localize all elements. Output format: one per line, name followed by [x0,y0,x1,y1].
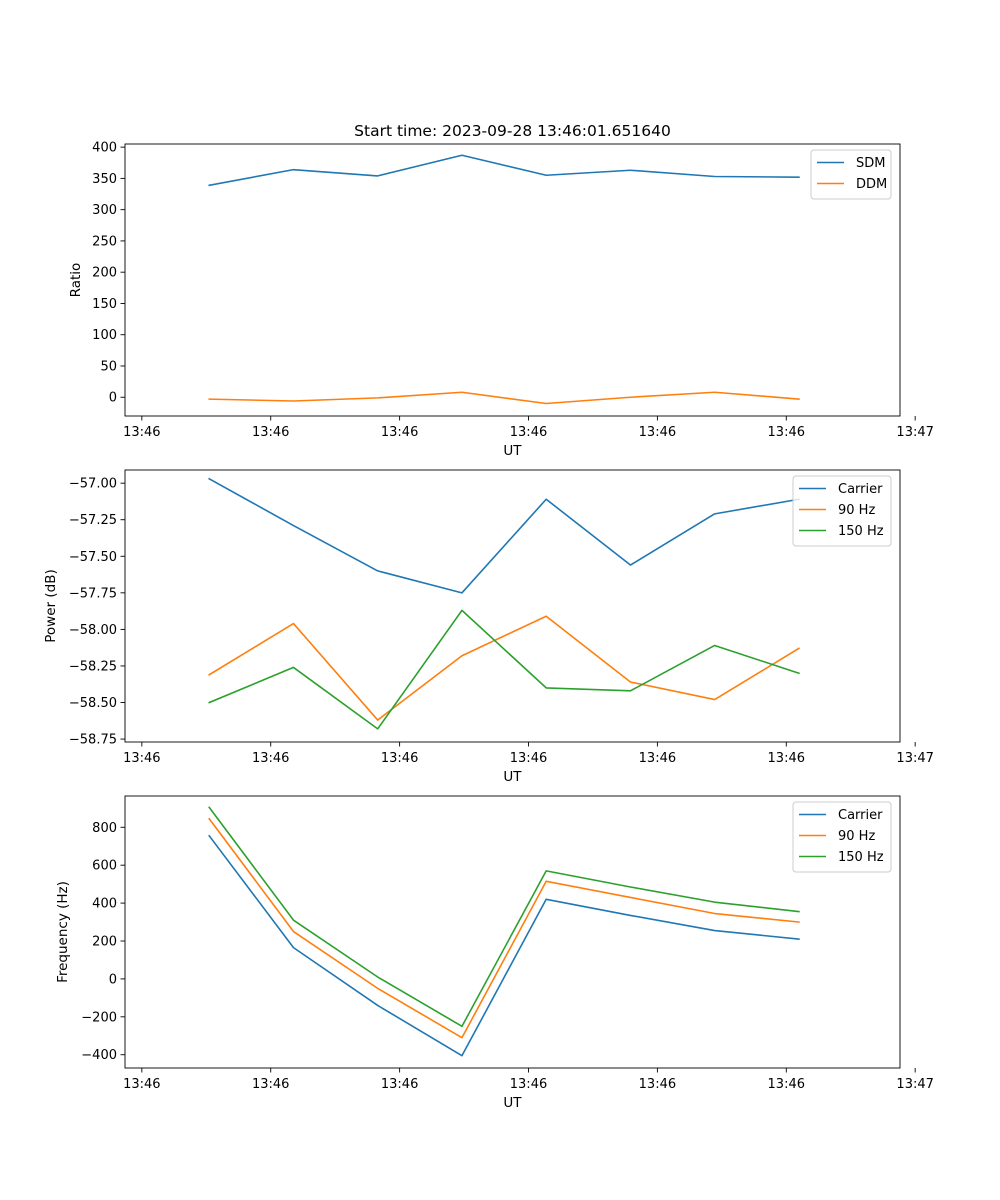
x-tick-label: 13:46 [381,1077,418,1092]
plot-frame [124,795,901,1069]
y-tick-label: −58.75 [69,733,117,748]
y-tick-label: 300 [92,203,117,218]
y-tick-label: 250 [92,234,117,249]
x-tick-label: 13:47 [896,751,933,766]
figure-title: Start time: 2023-09-28 13:46:01.651640 [354,122,671,140]
x-tick-label: 13:46 [510,1077,547,1092]
y-tick-label: −58.25 [69,659,117,674]
y-tick-label: −400 [81,1048,117,1063]
x-axis-label: UT [503,769,522,785]
series-line-90-hz [208,615,801,721]
y-tick-label: −57.25 [69,513,117,528]
y-tick-label: −200 [81,1010,117,1025]
x-tick-label: 13:47 [896,425,933,440]
legend-label: 90 Hz [838,829,875,844]
legend: SDM DDM [810,149,892,200]
y-tick-label: 50 [100,359,117,374]
x-tick-label: 13:46 [639,1077,676,1092]
x-tick-label: 13:46 [768,1077,805,1092]
y-axis-label: Frequency (Hz) [55,881,71,983]
x-tick-label: 13:46 [510,751,547,766]
series-line-90-hz [208,817,800,1039]
legend-label: DDM [856,177,887,192]
x-tick-label: 13:46 [381,425,418,440]
series-line-150-hz [208,806,800,1028]
y-tick-label: −57.75 [69,586,117,601]
y-tick-label: 400 [92,141,117,156]
y-tick-label: 200 [92,266,117,281]
x-tick-label: 13:46 [123,751,160,766]
x-axis-label: UT [503,1095,522,1111]
x-tick-label: 13:46 [123,425,160,440]
panel-1: 13:46 13:46 13:46 13:46 13:46 13:46 13:47 0 50 10… [68,141,934,459]
legend-label: SDM [856,156,885,171]
x-axis-label: UT [503,443,522,459]
legend: Carrier 90 Hz 150 Hz [792,801,892,873]
x-tick-label: 13:46 [252,1077,289,1092]
series-line-carrier [208,834,800,1057]
y-tick-label: −57.00 [69,477,117,492]
y-tick-label: −58.50 [69,696,117,711]
y-tick-label: 0 [109,391,117,406]
legend-label: Carrier [838,808,883,823]
y-tick-label: 600 [92,859,117,874]
legend-label: 150 Hz [838,524,884,539]
y-axis-label: Power (dB) [43,569,59,642]
y-tick-label: 100 [92,328,117,343]
x-tick-label: 13:46 [381,751,418,766]
y-tick-label: 800 [92,821,117,836]
series-line-carrier [208,477,800,594]
panel-2: 13:46 13:46 13:46 13:46 13:46 13:46 13:47 −57.0… [43,469,934,785]
x-tick-label: 13:46 [639,425,676,440]
series-line-150-hz [208,609,800,730]
x-tick-label: 13:46 [639,751,676,766]
x-tick-label: 13:46 [252,425,289,440]
legend-label: 90 Hz [838,503,875,518]
y-tick-label: 0 [109,972,117,987]
y-tick-label: −58.00 [69,623,117,638]
legend-box [792,801,892,873]
legend: Carrier 90 Hz 150 Hz [792,475,892,547]
y-axis-label: Ratio [68,263,84,298]
legend-box [792,475,892,547]
legend-label: 150 Hz [838,850,884,865]
series-line-sdm [208,154,800,187]
y-tick-label: 350 [92,172,117,187]
x-tick-label: 13:46 [768,751,805,766]
x-tick-label: 13:46 [510,425,547,440]
plot-frame [124,469,901,743]
x-tick-label: 13:46 [252,751,289,766]
legend-label: Carrier [838,482,883,497]
panel-3: 13:46 13:46 13:46 13:46 13:46 13:46 13:47 −400 −… [55,795,934,1111]
x-tick-label: 13:47 [896,1077,933,1092]
y-tick-label: 400 [92,897,117,912]
y-tick-label: 150 [92,297,117,312]
y-tick-label: 200 [92,935,117,950]
plot-frame [124,143,901,417]
x-tick-label: 13:46 [768,425,805,440]
series-line-ddm [208,391,800,405]
y-tick-label: −57.50 [69,550,117,565]
x-tick-label: 13:46 [123,1077,160,1092]
